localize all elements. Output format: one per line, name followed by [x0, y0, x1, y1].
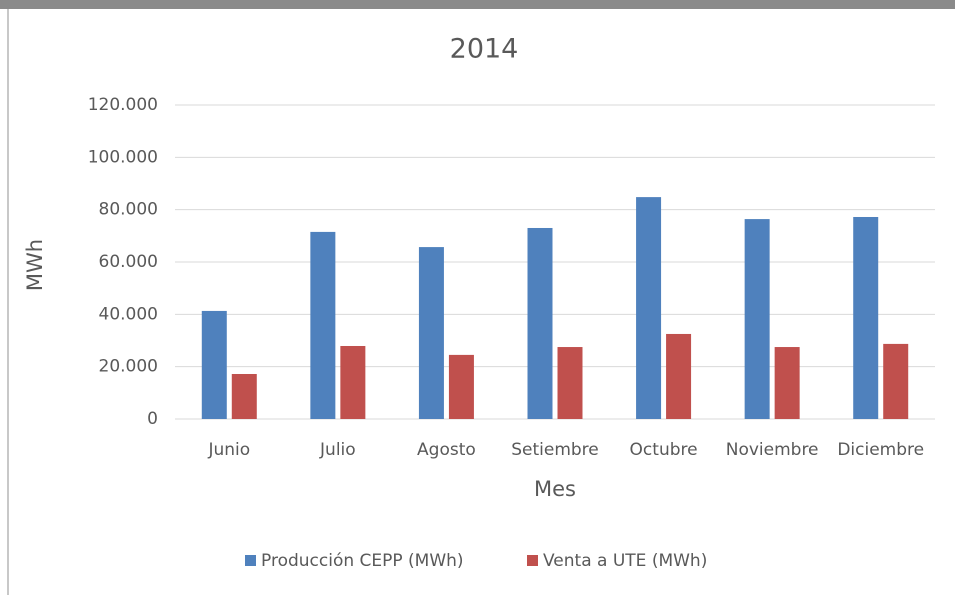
y-tick-label: 20.000 [99, 357, 158, 377]
x-tick-label: Noviembre [726, 440, 819, 460]
y-tick-label: 0 [147, 409, 158, 429]
x-axis-label: Mes [534, 477, 576, 501]
header-strip [0, 0, 955, 9]
x-tick-label: Agosto [417, 440, 476, 460]
x-tick-label: Diciembre [837, 440, 924, 460]
legend-swatch [527, 555, 538, 566]
legend-label: Producción CEPP (MWh) [261, 551, 464, 571]
bar [448, 354, 474, 419]
y-tick-label: 100.000 [88, 147, 158, 167]
bar [201, 310, 227, 419]
bar [340, 345, 366, 419]
x-tick-label: Octubre [630, 440, 698, 460]
legend-label: Venta a UTE (MWh) [543, 551, 707, 571]
bar [636, 197, 662, 419]
legend-swatch [245, 555, 256, 566]
x-tick-label: Julio [319, 440, 356, 460]
bar [557, 347, 583, 419]
chart-title: 2014 [450, 34, 519, 65]
bar [883, 343, 909, 419]
bar [666, 333, 692, 419]
x-tick-label: Setiembre [511, 440, 599, 460]
bar [774, 347, 800, 419]
y-tick-label: 60.000 [99, 252, 158, 272]
bar [418, 247, 444, 419]
bar [853, 216, 879, 419]
bar [231, 373, 257, 419]
y-tick-label: 40.000 [99, 304, 158, 324]
x-tick-label: Junio [207, 440, 250, 460]
bar [310, 231, 336, 419]
y-tick-label: 80.000 [99, 200, 158, 220]
y-axis-label: MWh [23, 239, 47, 291]
bar [527, 227, 553, 419]
y-tick-label: 120.000 [88, 95, 158, 115]
bar [744, 219, 770, 419]
